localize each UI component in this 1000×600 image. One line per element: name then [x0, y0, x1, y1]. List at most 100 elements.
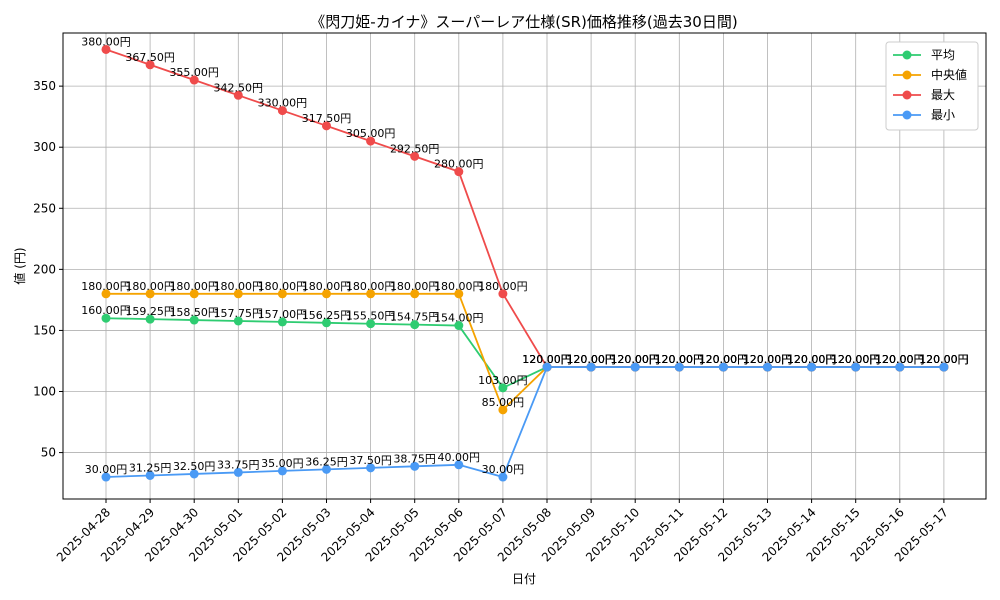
data-point [498, 289, 508, 299]
data-point [895, 362, 905, 372]
data-point [939, 362, 949, 372]
data-label: 120.00円 [787, 353, 837, 366]
data-label: 120.00円 [743, 353, 793, 366]
data-label: 120.00円 [610, 353, 660, 366]
plot-background [63, 33, 986, 499]
data-label: 38.75円 [393, 452, 436, 465]
data-label: 155.50円 [346, 310, 396, 323]
data-label: 120.00円 [743, 353, 793, 366]
data-label: 180.00円 [125, 280, 175, 293]
data-label: 157.75円 [214, 307, 264, 320]
data-label: 120.00円 [610, 353, 660, 366]
legend-marker [902, 50, 912, 60]
data-label: 120.00円 [743, 353, 793, 366]
y-tick-label: 250 [33, 201, 56, 215]
data-label: 120.00円 [875, 353, 925, 366]
legend-label: 最大 [931, 88, 955, 102]
data-point [189, 315, 199, 325]
data-point [630, 362, 640, 372]
data-label: 156.25円 [302, 309, 352, 322]
data-label: 180.00円 [258, 280, 308, 293]
data-point [718, 362, 728, 372]
data-point [277, 317, 287, 327]
legend-label: 中央値 [931, 67, 967, 82]
data-label: 292.50円 [390, 142, 440, 155]
legend-marker [902, 110, 912, 120]
data-label: 120.00円 [699, 353, 749, 366]
data-label: 180.00円 [434, 280, 484, 293]
series-line-3 [105, 366, 944, 479]
data-point [233, 289, 243, 299]
data-label: 120.00円 [831, 353, 881, 366]
data-label: 120.00円 [875, 353, 925, 366]
data-point [277, 106, 287, 116]
data-label: 159.25円 [125, 305, 175, 318]
data-point [807, 362, 817, 372]
data-point [498, 405, 508, 415]
data-point [366, 136, 376, 146]
data-label: 30.00円 [85, 463, 128, 476]
data-point [322, 318, 331, 328]
data-label: 120.00円 [566, 353, 616, 366]
data-point [322, 464, 331, 474]
data-label: 120.00円 [787, 353, 837, 366]
data-label: 330.00円 [258, 97, 308, 110]
data-point [366, 463, 376, 473]
data-label: 36.25円 [305, 455, 348, 468]
data-label: 120.00円 [787, 353, 837, 366]
data-label: 317.50円 [302, 112, 352, 125]
data-label: 120.00円 [610, 353, 660, 366]
data-label: 120.00円 [655, 353, 705, 366]
data-point [233, 90, 243, 100]
data-point [145, 314, 155, 324]
legend-marker [902, 90, 912, 100]
data-label: 33.75円 [217, 458, 260, 471]
data-label: 180.00円 [169, 280, 219, 293]
data-point [366, 319, 376, 329]
legend-label: 最小 [931, 108, 955, 122]
data-point [851, 362, 861, 372]
data-label: 85.00円 [482, 396, 525, 409]
data-point [101, 313, 111, 323]
data-point [410, 289, 420, 299]
data-label: 180.00円 [390, 280, 440, 293]
data-label: 160.00円 [81, 304, 131, 317]
data-label: 120.00円 [875, 353, 925, 366]
data-point [410, 461, 420, 471]
data-label: 103.00円 [478, 374, 528, 387]
data-point [145, 470, 155, 480]
data-label: 120.00円 [699, 353, 749, 366]
data-point [763, 362, 772, 372]
data-label: 280.00円 [434, 158, 484, 171]
x-axis: 2025-04-282025-04-292025-04-302025-05-01… [54, 499, 951, 564]
data-label: 154.00円 [434, 312, 484, 325]
data-label: 120.00円 [699, 353, 749, 366]
data-point [101, 44, 111, 54]
data-point [145, 60, 155, 70]
legend-box [885, 41, 979, 131]
data-point [189, 289, 199, 299]
data-label: 158.50円 [169, 306, 219, 319]
data-label: 120.00円 [919, 353, 969, 366]
data-label: 120.00円 [743, 353, 793, 366]
data-label: 120.00円 [522, 353, 572, 366]
data-label: 120.00円 [522, 353, 572, 366]
y-tick-label: 350 [33, 79, 56, 93]
data-label: 120.00円 [566, 353, 616, 366]
data-label: 120.00円 [919, 353, 969, 366]
chart-title: 《閃刀姫-カイナ》スーパーレア仕様(SR)価格推移(過去30日間) [310, 13, 737, 31]
data-label: 180.00円 [81, 280, 131, 293]
data-label: 120.00円 [522, 353, 572, 366]
data-point [498, 383, 508, 393]
y-axis: 50 100 150 200 250 300 350 [33, 79, 63, 460]
data-point [189, 75, 199, 85]
y-tick-label: 50 [41, 446, 56, 460]
data-label: 367.50円 [125, 51, 175, 64]
data-point [366, 289, 376, 299]
data-point [277, 289, 287, 299]
data-point [454, 460, 464, 470]
data-point [101, 289, 111, 299]
data-label: 180.00円 [302, 280, 352, 293]
